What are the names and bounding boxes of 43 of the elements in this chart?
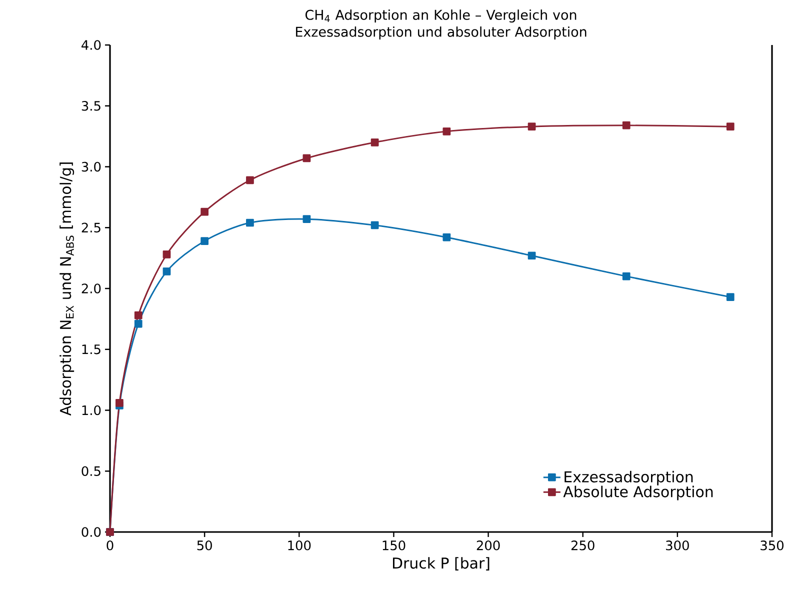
chart-title: CH$_{4}$ Adsorption an Kohle – Vergleich von Exzessadsorption und absoluter Adsorption [296,10,586,40]
x-axis-title: Druck P [bar] [392,557,490,570]
point [246,176,254,184]
point [200,208,209,216]
x-tick-label: 200 [476,540,500,550]
y-tick-label: 3.0 [82,162,101,172]
y-tick-label: 2.0 [82,284,101,294]
y-tick-label: 0.0 [82,527,101,537]
x-tick-label: 0 [106,540,114,550]
y-tick-label: 3.5 [82,100,100,111]
point [370,221,379,230]
x-tick-label: 350 [760,540,784,550]
point [162,268,171,276]
point [134,311,142,320]
y-tick-label: 0.5 [82,466,100,476]
point [134,320,142,328]
x-tick-label: 300 [666,540,689,550]
point [528,122,536,131]
y-tick-label: 2.5 [82,222,100,233]
legend-label: Exzessadsorption [564,470,693,486]
point [370,138,379,146]
point [302,215,311,224]
point [622,272,630,280]
point [302,154,311,162]
point [726,293,734,301]
point [246,218,254,227]
point [622,121,630,130]
point [442,128,451,136]
y-axis-title: Adsorption N$_{EX}$ und N$_{ABS}$ [mmol/g] [60,162,74,416]
y-tick-label: 4.0 [82,40,101,50]
x-tick-label: 100 [288,540,311,550]
point [116,399,124,407]
point [442,233,451,242]
legend-label: Absolute Adsorption [563,486,713,500]
point [162,250,171,258]
point [726,122,734,131]
y-tick-label: 1.5 [82,344,100,354]
x-tick-label: 250 [571,540,594,550]
x-tick-label: 150 [382,540,406,550]
point [528,252,536,260]
x-tick-label: 50 [197,540,212,550]
y-tick-label: 1.0 [82,405,101,416]
point [200,237,209,245]
